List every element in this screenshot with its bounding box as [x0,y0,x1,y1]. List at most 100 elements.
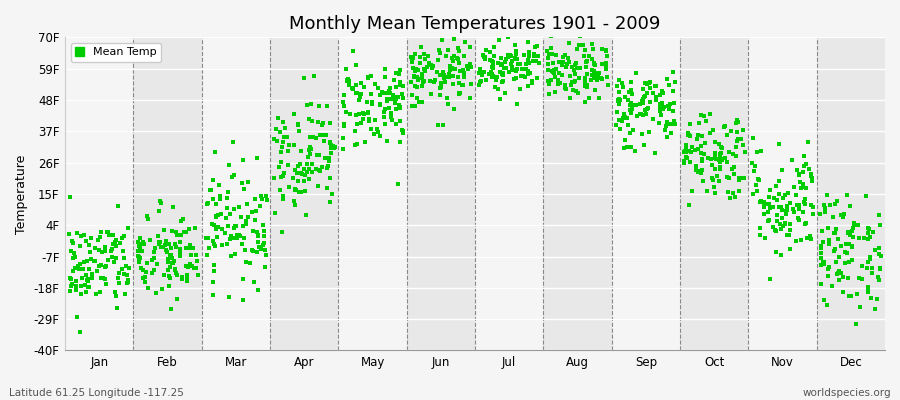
Point [433,72,447,78]
Title: Monthly Mean Temperatures 1901 - 2009: Monthly Mean Temperatures 1901 - 2009 [290,15,661,33]
Point [208,242,222,249]
Point [135,239,149,245]
Point [251,233,266,239]
Point [508,56,522,62]
Point [862,256,877,262]
Point [434,84,448,90]
Point [90,236,104,243]
Point [106,241,121,247]
Point [713,159,727,166]
Point [696,178,710,184]
Point [778,220,792,226]
Point [472,70,487,76]
Point [780,232,795,238]
Point [364,126,378,132]
Point [787,208,801,215]
Point [509,101,524,108]
Point [613,126,627,132]
Point [274,149,288,156]
Point [205,279,220,286]
Point [662,106,677,112]
Point [640,90,654,97]
Point [251,232,266,238]
Point [302,176,317,182]
Point [255,196,269,202]
Point [62,230,77,237]
Point [302,166,317,172]
Point [798,196,813,202]
Point [500,56,514,62]
Point [503,52,517,58]
Point [778,210,793,217]
Point [319,132,333,138]
Point [267,175,282,182]
Point [862,254,877,260]
Point [282,142,296,148]
Point [794,184,808,191]
Point [709,173,724,180]
Point [63,283,77,289]
Point [629,112,643,119]
Point [707,190,722,196]
Point [802,166,816,173]
Point [377,114,392,120]
Point [213,193,228,200]
Point [817,209,832,215]
Point [855,262,869,269]
Point [586,68,600,74]
Point [712,178,726,184]
Point [487,44,501,50]
Point [541,61,555,68]
Point [588,87,602,93]
Point [813,210,827,217]
Point [302,116,316,123]
Point [761,209,776,215]
Point [796,184,810,190]
Point [694,112,708,118]
Point [235,241,249,247]
Point [354,120,368,126]
Point [746,190,760,197]
Point [636,100,651,106]
Point [569,60,583,66]
Point [573,33,588,40]
Point [183,261,197,268]
Point [140,284,155,291]
Point [636,112,651,118]
Point [226,206,240,212]
Point [568,71,582,78]
Point [814,281,828,288]
Point [612,96,626,103]
Point [223,236,238,242]
Point [311,167,326,173]
Point [504,61,518,67]
Point [118,290,132,297]
Point [730,138,744,144]
Point [224,233,238,240]
Point [770,218,784,224]
Point [495,79,509,85]
Point [806,210,820,217]
Point [387,77,401,84]
Point [528,44,543,50]
Point [274,159,289,165]
Point [302,153,316,160]
Point [446,106,461,112]
Point [611,100,625,107]
Point [555,54,570,60]
Point [564,82,579,88]
Point [68,254,83,260]
Point [460,62,474,69]
Point [616,115,631,122]
Point [229,223,243,230]
Point [594,75,608,81]
Point [850,291,864,297]
Point [256,233,271,239]
Y-axis label: Temperature: Temperature [15,154,28,234]
Point [385,92,400,98]
Point [395,83,410,90]
Point [206,240,220,247]
Point [152,208,166,215]
Point [816,239,831,246]
Point [845,224,859,231]
